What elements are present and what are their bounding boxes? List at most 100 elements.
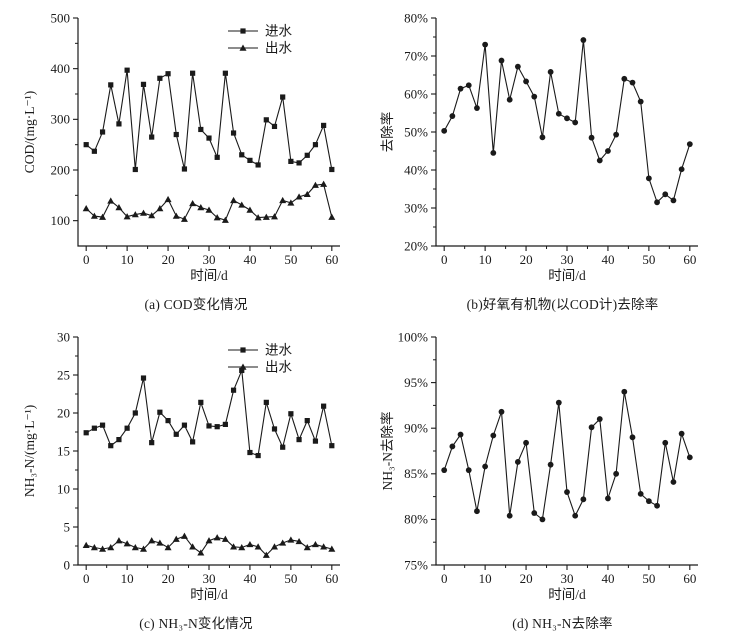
svg-text:90%: 90% [404, 421, 428, 436]
svg-text:200: 200 [51, 162, 71, 177]
x-axis-label: 时间/d [548, 587, 586, 602]
y-axis-ticks: 100 200 300 400 500 [51, 10, 78, 228]
series-nh3n-removal-rate [441, 388, 693, 523]
svg-text:30%: 30% [404, 200, 428, 215]
chart-panel-c: 0 5 10 15 20 25 30 0 10 20 30 40 50 60 NH₃-N/(mg·L⁻¹) 时… [0, 319, 366, 638]
series-influent [83, 67, 335, 173]
svg-text:25: 25 [57, 367, 70, 382]
svg-text:300: 300 [51, 112, 71, 127]
legend-label: 出水 [265, 41, 292, 56]
svg-text:40: 40 [243, 252, 256, 267]
series-effluent [82, 532, 336, 558]
svg-text:20: 20 [520, 571, 533, 586]
svg-text:500: 500 [51, 10, 71, 25]
svg-text:0: 0 [83, 252, 90, 267]
series-markers [83, 367, 335, 459]
svg-text:40: 40 [601, 252, 614, 267]
svg-text:50: 50 [284, 252, 297, 267]
svg-text:30: 30 [561, 252, 574, 267]
series-markers [441, 388, 693, 523]
series-line [85, 183, 333, 221]
svg-text:60: 60 [683, 571, 696, 586]
chart-d-caption: (d) NH₃-N去除率 [512, 616, 613, 631]
svg-text:95%: 95% [404, 375, 428, 390]
svg-text:50: 50 [284, 571, 297, 586]
series-influent [83, 367, 335, 459]
svg-text:0: 0 [441, 571, 448, 586]
svg-text:60: 60 [683, 252, 696, 267]
svg-text:60: 60 [325, 571, 338, 586]
svg-text:10: 10 [121, 571, 134, 586]
svg-text:30: 30 [203, 252, 216, 267]
axis-titles: NH₃-N/(mg·L⁻¹) 时间/d [22, 405, 228, 602]
series-markers [82, 532, 336, 558]
svg-text:400: 400 [51, 61, 71, 76]
svg-text:40: 40 [243, 571, 256, 586]
svg-text:30: 30 [203, 571, 216, 586]
svg-text:60: 60 [325, 252, 338, 267]
chart-a-caption: (a) COD变化情况 [144, 297, 248, 312]
svg-text:10: 10 [121, 252, 134, 267]
svg-text:5: 5 [64, 519, 71, 534]
svg-text:0: 0 [441, 252, 448, 267]
axes [435, 337, 698, 566]
x-axis-ticks: 0 10 20 30 40 50 60 [83, 246, 338, 267]
chart-panel-d: 75% 80% 85% 90% 95% 100% 0 10 20 30 40 50 60 NH₃-N去除率… [366, 319, 733, 638]
svg-text:50%: 50% [404, 124, 428, 139]
svg-text:80%: 80% [404, 512, 428, 527]
svg-text:70%: 70% [404, 48, 428, 63]
series-cod-removal-rate [441, 37, 693, 206]
y-axis-label: NH₃-N/(mg·L⁻¹) [22, 405, 37, 497]
svg-text:20: 20 [162, 252, 175, 267]
series-markers [82, 180, 336, 223]
svg-text:85%: 85% [404, 466, 428, 481]
x-axis-label: 时间/d [190, 268, 228, 283]
svg-text:0: 0 [83, 571, 90, 586]
x-axis-label: 时间/d [548, 268, 586, 283]
svg-text:20: 20 [520, 252, 533, 267]
axes [435, 18, 698, 247]
svg-text:10: 10 [479, 252, 492, 267]
x-axis-ticks: 0 10 20 30 40 50 60 [441, 246, 696, 267]
svg-text:100%: 100% [398, 329, 429, 344]
chart-d-canvas: 75% 80% 85% 90% 95% 100% 0 10 20 30 40 50 60 NH₃-N去除率… [379, 329, 698, 602]
svg-text:10: 10 [57, 481, 70, 496]
y-axis-ticks: 20% 30% 40% 50% 60% 70% 80% [404, 10, 436, 253]
chart-panel-a: 100 200 300 400 500 0 10 20 30 40 50 60 COD/(mg·L⁻¹)… [0, 0, 366, 319]
svg-text:30: 30 [57, 329, 70, 344]
svg-text:50: 50 [642, 571, 655, 586]
series-effluent [82, 180, 336, 223]
svg-text:20%: 20% [404, 238, 428, 253]
legend-label: 出水 [265, 360, 292, 375]
svg-text:40%: 40% [404, 162, 428, 177]
series-line [85, 370, 333, 457]
chart-b-canvas: 20% 30% 40% 50% 60% 70% 80% 0 10 20 30 40 50 60 去除率时间/… [379, 10, 698, 283]
series-markers [441, 37, 693, 206]
svg-text:15: 15 [57, 443, 70, 458]
axis-titles: COD/(mg·L⁻¹) 时间/d [22, 91, 228, 283]
svg-text:20: 20 [57, 405, 70, 420]
chart-c-canvas: 0 5 10 15 20 25 30 0 10 20 30 40 50 60 NH₃-N/(mg·L⁻¹) 时… [22, 329, 340, 602]
series-line [443, 391, 691, 521]
svg-text:50: 50 [642, 252, 655, 267]
y-axis-label: COD/(mg·L⁻¹) [22, 91, 37, 173]
svg-text:80%: 80% [404, 10, 428, 25]
svg-text:40: 40 [601, 571, 614, 586]
svg-text:60%: 60% [404, 86, 428, 101]
axes [77, 337, 340, 566]
legend-label: 进水 [265, 24, 292, 39]
y-axis-ticks: 75% 80% 85% 90% 95% 100% [398, 329, 436, 572]
x-axis-label: 时间/d [190, 587, 228, 602]
svg-text:30: 30 [561, 571, 574, 586]
y-axis-label: NH₃-N去除率 [379, 412, 395, 491]
series-line [85, 70, 333, 170]
x-axis-ticks: 0 10 20 30 40 50 60 [83, 565, 338, 586]
svg-text:10: 10 [479, 571, 492, 586]
chart-panel-b: 20% 30% 40% 50% 60% 70% 80% 0 10 20 30 40 50 60 去除率 时间/… [366, 0, 733, 319]
chart-a-canvas: 100 200 300 400 500 0 10 20 30 40 50 60 COD/(mg·L⁻¹)… [22, 10, 340, 283]
svg-text:20: 20 [162, 571, 175, 586]
